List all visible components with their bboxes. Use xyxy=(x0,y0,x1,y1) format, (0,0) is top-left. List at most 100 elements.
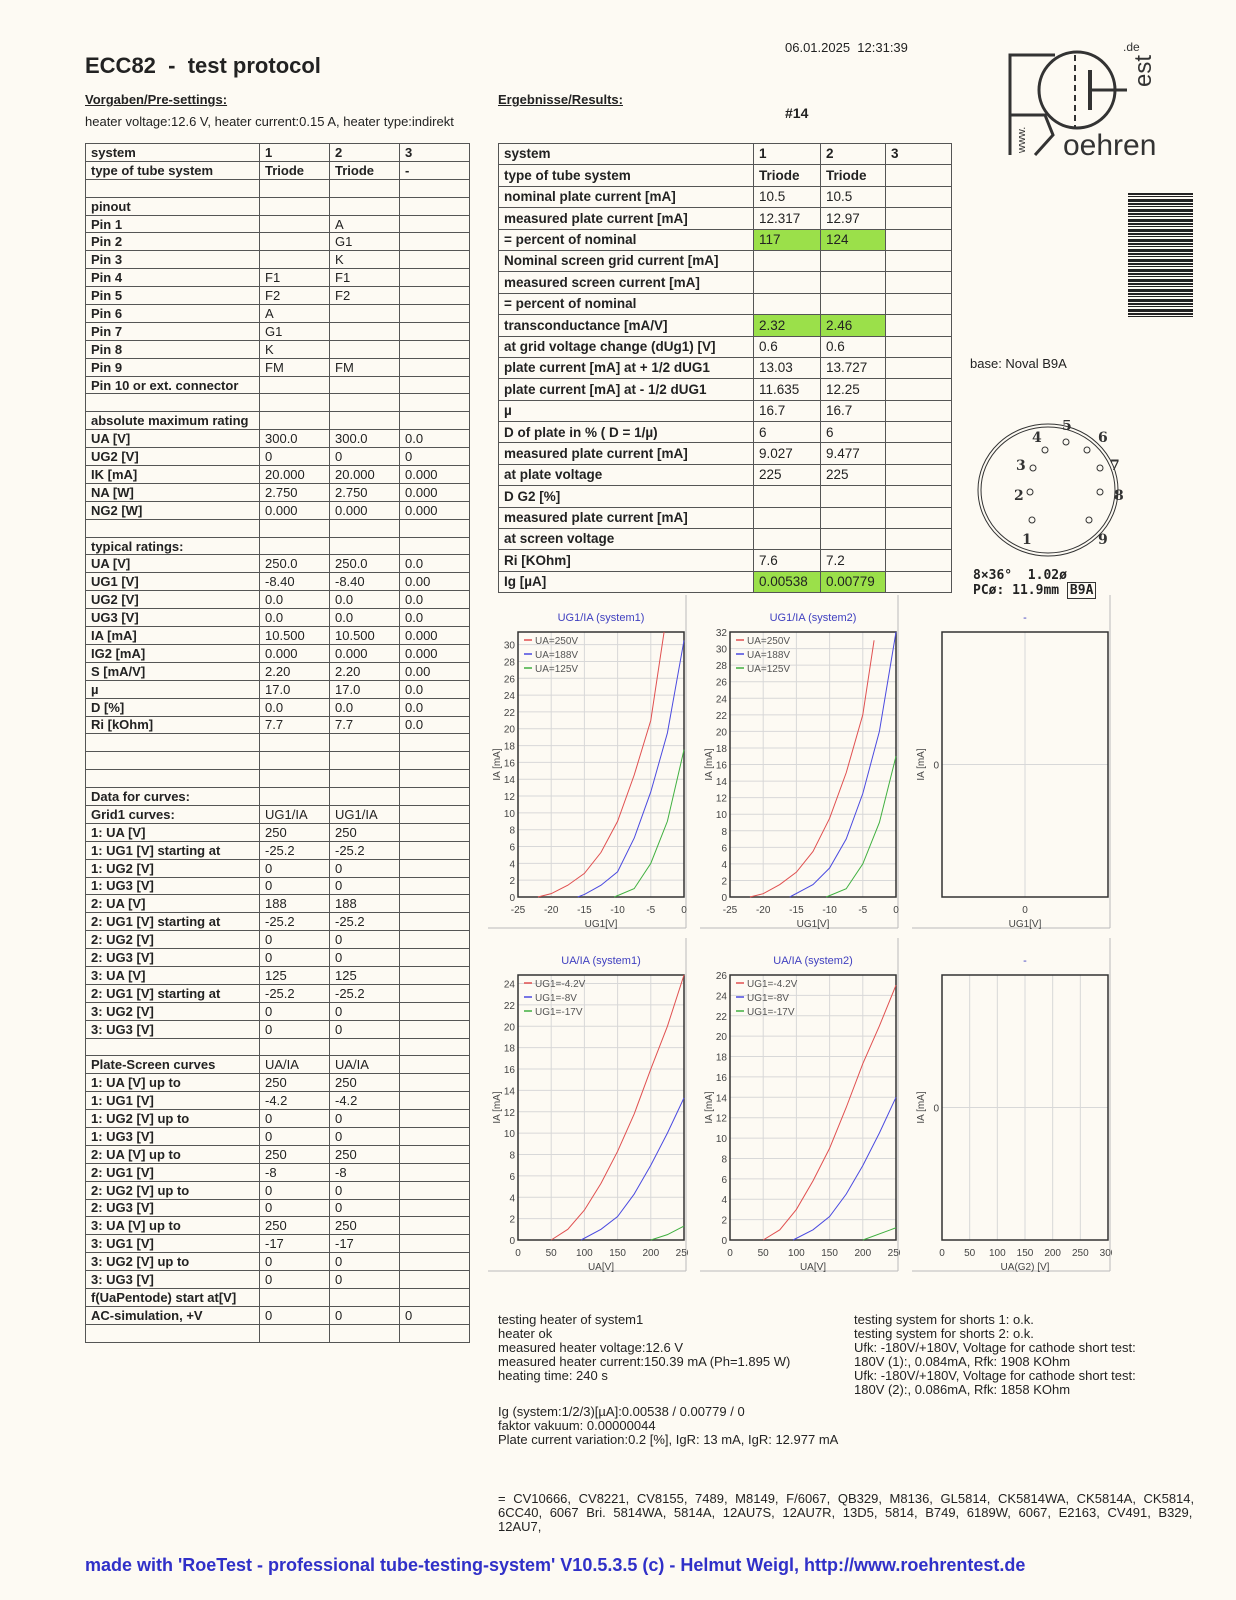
table-row: D G2 [%] xyxy=(498,485,952,508)
table-cell xyxy=(399,1055,470,1075)
table-cell: Ig [µA] xyxy=(498,570,754,594)
table-cell: 2: UA [V] xyxy=(85,894,260,914)
table-cell xyxy=(885,463,952,487)
table-cell xyxy=(820,506,886,530)
table-cell xyxy=(399,894,470,914)
x-tick-label: -5 xyxy=(646,905,655,916)
table-cell: 0 xyxy=(329,1252,400,1272)
y-axis-label: IA [mA] xyxy=(916,1091,927,1123)
table-cell: 3: UG3 [V] xyxy=(85,1270,260,1289)
table-cell: 0.0 xyxy=(329,697,400,717)
table-cell: UG2 [V] xyxy=(85,590,260,610)
table-cell xyxy=(85,1323,260,1343)
table-row: UA [V] 250.0 250.0 0.0 xyxy=(85,554,470,574)
table-row: plate current [mA] at - 1/2 dUG1 11.635 12… xyxy=(498,378,952,401)
y-tick-label: 18 xyxy=(716,1053,728,1064)
y-tick-label: 6 xyxy=(509,843,515,854)
table-cell xyxy=(329,393,400,413)
table-cell: 188 xyxy=(259,894,330,914)
table-cell xyxy=(399,948,470,967)
table-cell: 1: UA [V] up to xyxy=(85,1073,260,1093)
table-cell: 0 xyxy=(329,1126,400,1146)
table-cell: 0.0 xyxy=(329,590,400,610)
table-cell: 250 xyxy=(259,1216,330,1236)
table-cell: at plate voltage xyxy=(498,463,754,487)
y-tick-label: 12 xyxy=(716,1114,728,1125)
table-cell xyxy=(885,185,952,209)
table-cell: F2 xyxy=(329,286,400,306)
table-cell: -25.2 xyxy=(329,840,400,860)
table-cell xyxy=(399,1037,470,1057)
table-cell xyxy=(399,769,470,789)
table-cell: Nominal screen grid current [mA] xyxy=(498,249,754,273)
table-cell xyxy=(753,249,821,273)
table-cell: -8.40 xyxy=(259,572,330,592)
table-cell: at screen voltage xyxy=(498,528,754,551)
table-cell: 0.000 xyxy=(259,500,330,520)
table-cell: Pin 3 xyxy=(85,250,260,270)
pin-number: 4 xyxy=(1032,430,1042,446)
table-cell: UG2 [V] xyxy=(85,447,260,467)
y-tick-label: 16 xyxy=(716,761,728,772)
table-cell: 0.0 xyxy=(399,608,470,628)
table-cell xyxy=(259,393,330,413)
y-tick-label: 2 xyxy=(509,876,515,887)
table-cell: 2: UG1 [V] starting at xyxy=(85,912,260,932)
page-title: ECC82 - test protocol xyxy=(85,53,321,78)
y-tick-label: 20 xyxy=(716,1032,728,1043)
heater-settings: heater voltage:12.6 V, heater current:0.… xyxy=(85,114,454,129)
table-row: 2: UG3 [V] 0 0 xyxy=(85,1198,470,1218)
table-cell: at grid voltage change (dUg1) [V] xyxy=(498,335,754,358)
table-cell xyxy=(820,485,886,508)
table-cell: 10.500 xyxy=(259,626,330,645)
table-cell: A xyxy=(259,304,330,323)
table-cell xyxy=(259,518,330,538)
pin-number: 5 xyxy=(1062,420,1072,434)
table-row: Ri [kOhm] 7.7 7.7 0.0 xyxy=(85,715,470,735)
table-cell: 6 xyxy=(820,421,886,444)
table-row: 2: UA [V] up to 250 250 xyxy=(85,1144,470,1164)
table-cell: Data for curves: xyxy=(85,787,260,806)
table-cell: 3: UA [V] xyxy=(85,965,260,985)
table-row: IG2 [mA] 0.000 0.000 0.000 xyxy=(85,643,470,663)
table-row: 1: UG1 [V] starting at -25.2 -25.2 xyxy=(85,840,470,860)
pin-info: 8×36° 1.02ø PCø: 11.9mm B9A xyxy=(973,568,1097,599)
table-row: at plate voltage 225 225 xyxy=(498,463,952,487)
legend-entry: UA=188V xyxy=(747,650,790,661)
short-test-info: testing system for shorts 1: o.k. testin… xyxy=(854,1312,1136,1397)
table-cell xyxy=(885,549,952,572)
x-tick-label: 250 xyxy=(888,1248,900,1259)
table-cell: 0.0 xyxy=(259,697,330,717)
chart-title: UG1/IA (system1) xyxy=(558,612,645,624)
table-cell xyxy=(399,1073,470,1093)
timestamp: 06.01.2025 12:31:39 xyxy=(785,40,908,55)
x-tick-label: 100 xyxy=(989,1248,1006,1259)
table-row: measured plate current [mA] xyxy=(498,506,952,530)
pin-hole xyxy=(1083,446,1091,454)
table-cell: 3: UG3 [V] xyxy=(85,1019,260,1039)
table-cell xyxy=(399,286,470,306)
table-cell xyxy=(399,250,470,270)
table-cell: 250 xyxy=(259,1073,330,1093)
table-cell: A xyxy=(329,214,400,234)
table-cell: 6 xyxy=(753,421,821,444)
table-cell xyxy=(399,822,470,842)
table-cell: 1: UG3 [V] xyxy=(85,1126,260,1146)
table-cell: f(UaPentode) start at[V] xyxy=(85,1288,260,1307)
table-cell xyxy=(329,321,400,341)
table-cell: 0 xyxy=(329,948,400,967)
table-cell: -25.2 xyxy=(329,912,400,932)
table-cell: 250.0 xyxy=(259,554,330,574)
table-cell: 20.000 xyxy=(259,465,330,484)
table-cell: µ xyxy=(498,399,754,423)
table-cell: 2.46 xyxy=(820,314,886,337)
table-cell: K xyxy=(259,339,330,359)
table-cell: 0.000 xyxy=(399,643,470,663)
y-tick-label: 26 xyxy=(504,674,516,685)
table-cell: nominal plate current [mA] xyxy=(498,185,754,209)
table-cell xyxy=(85,751,260,771)
series-line xyxy=(789,631,897,898)
table-cell xyxy=(259,787,330,806)
results-heading: Ergebnisse/Results: xyxy=(498,92,623,107)
